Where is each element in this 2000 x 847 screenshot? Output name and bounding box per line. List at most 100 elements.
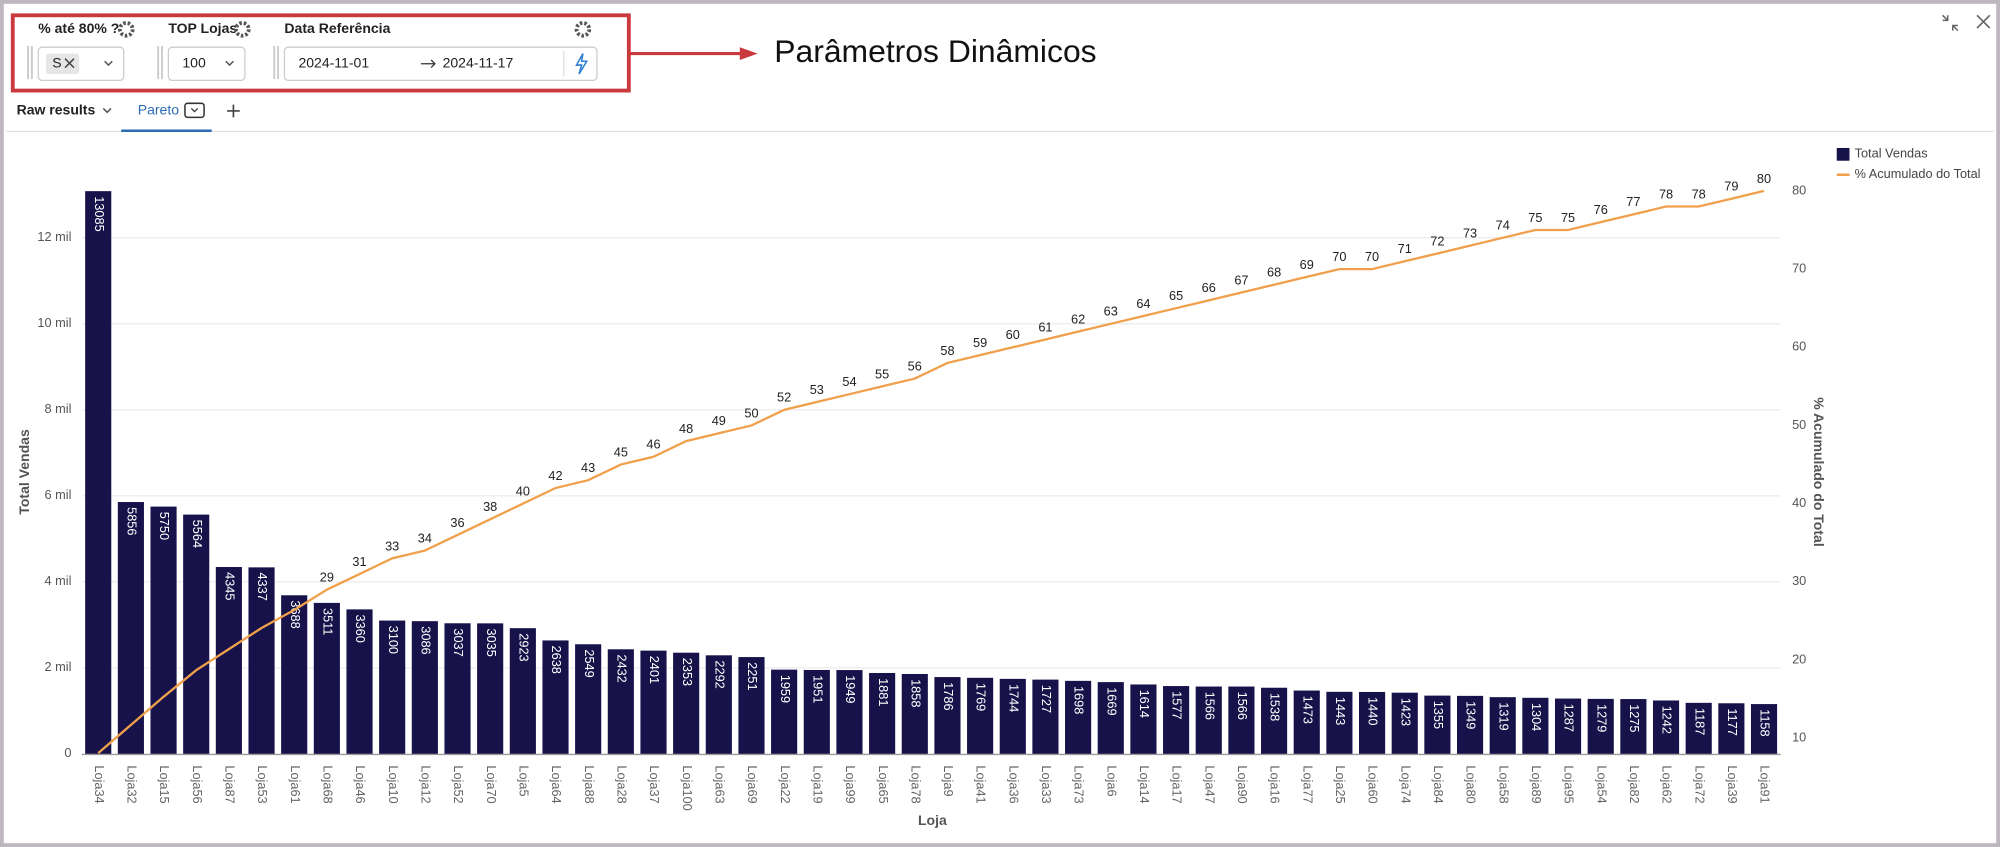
apply-icon[interactable] [575, 53, 589, 75]
bar-value-label: 2549 [582, 649, 597, 677]
y-tick-label: 4 mil [45, 573, 72, 588]
line-value-label: 45 [614, 444, 628, 459]
bar-value-label: 1158 [1758, 709, 1773, 736]
x-tick-label: Loja28 [614, 765, 629, 803]
bar [1065, 680, 1092, 754]
bar [869, 672, 896, 754]
bar-value-label: 2353 [680, 658, 695, 686]
bar-value-label: 2432 [614, 654, 629, 682]
y2-tick-label: 20 [1792, 651, 1806, 666]
x-tick-label: Loja88 [582, 765, 597, 803]
bar [379, 620, 406, 754]
x-tick-label: Loja56 [190, 765, 205, 803]
bar-value-label: 1177 [1725, 708, 1740, 735]
bar [803, 669, 830, 754]
bar [313, 602, 340, 754]
tab[interactable]: Raw results [17, 102, 96, 118]
bar-value-label: 1287 [1562, 704, 1577, 732]
bar [673, 652, 700, 754]
y2-tick-label: 30 [1792, 573, 1806, 588]
bar-value-label: 1698 [1072, 686, 1087, 714]
date-start[interactable]: 2024-11-01 [298, 54, 369, 70]
line-value-label: 68 [1267, 265, 1281, 280]
bar-value-label: 1786 [941, 682, 956, 710]
x-tick-label: Loja22 [778, 765, 793, 803]
line-value-label: 31 [352, 554, 366, 569]
gear-icon[interactable] [234, 21, 251, 38]
select[interactable] [167, 46, 246, 82]
close-icon[interactable] [1976, 14, 1991, 29]
legend-label: Total Vendas [1855, 146, 1928, 161]
chip-text: S [52, 54, 61, 70]
bar-value-label: 1440 [1366, 697, 1381, 725]
line-value-label: 33 [385, 538, 399, 553]
tab-active[interactable]: Pareto [138, 102, 179, 118]
x-tick-label: Loja32 [125, 765, 140, 803]
bar [738, 657, 765, 754]
x-tick-label: Loja52 [451, 765, 466, 803]
bar-value-label: 1566 [1235, 692, 1250, 720]
x-tick-label: Loja37 [647, 765, 662, 803]
bar [1097, 682, 1124, 754]
x-tick-label: Loja64 [549, 765, 564, 803]
bar-value-label: 5564 [190, 520, 205, 548]
chip-remove[interactable] [64, 58, 75, 69]
line-value-label: 61 [1038, 319, 1052, 334]
bar [1652, 700, 1680, 754]
add-tab[interactable] [227, 104, 240, 118]
y-tick-label: 6 mil [45, 487, 72, 502]
line-value-label: 79 [1724, 179, 1738, 194]
gear-icon[interactable] [117, 21, 135, 38]
bar [1456, 695, 1484, 754]
gear-icon[interactable] [574, 21, 592, 38]
x-tick-label: Loja91 [1758, 765, 1773, 803]
chevron[interactable] [104, 60, 113, 67]
line-value-label: 38 [483, 499, 497, 514]
bar [1359, 691, 1386, 754]
tab-icon[interactable] [184, 102, 205, 119]
grips [27, 45, 280, 80]
bar-value-label: 5750 [157, 512, 172, 540]
bar-value-label: 4337 [255, 572, 270, 600]
bar-value-label: 1443 [1333, 697, 1348, 725]
chevron[interactable] [225, 60, 234, 67]
bar-value-label: 1187 [1692, 708, 1707, 735]
x-tick-label: Loja5 [516, 765, 531, 796]
y2-tick-label: 50 [1792, 417, 1806, 432]
x-tick-label: Loja84 [1431, 765, 1446, 803]
x-tick-label: Loja69 [745, 765, 760, 803]
bar-value-label: 3511 [320, 608, 335, 635]
date-range[interactable] [283, 46, 598, 82]
legend-label: % Acumulado do Total [1855, 166, 1981, 181]
x-tick-label: Loja54 [1594, 765, 1609, 803]
bar [705, 655, 732, 754]
collapse-icon[interactable] [1942, 14, 1959, 32]
bar [444, 623, 471, 754]
x-tick-label: Loja61 [288, 765, 303, 803]
x-tick-label: Loja33 [1039, 765, 1054, 803]
line-value-label: 75 [1561, 210, 1575, 225]
y-tick-label: 10 mil [37, 315, 71, 330]
bar [575, 644, 602, 754]
line-value-label: 67 [1234, 272, 1248, 287]
y2-tick-label: 80 [1792, 182, 1806, 197]
bar-value-label: 4345 [222, 572, 237, 600]
bar-value-label: 1538 [1268, 693, 1283, 721]
line-value-label: 48 [679, 421, 693, 436]
annotation-arrowhead [739, 47, 758, 60]
bar [85, 191, 112, 754]
bar-value-label: 1577 [1170, 691, 1185, 719]
bar-value-label: 3035 [484, 628, 499, 656]
line-value-label: 56 [908, 358, 922, 373]
x-tick-label: Loja70 [484, 765, 499, 803]
line-value-label: 42 [548, 468, 562, 483]
date-end[interactable]: 2024-11-17 [443, 54, 514, 70]
bar [1522, 697, 1549, 754]
filter-label: TOP Lojas [168, 20, 237, 36]
line-value-label: 36 [450, 515, 464, 530]
x-tick-label: Loja36 [1006, 765, 1021, 803]
chevron[interactable] [102, 107, 112, 114]
bar [1685, 702, 1712, 754]
bar [477, 623, 504, 754]
bar-value-label: 1949 [843, 675, 858, 703]
